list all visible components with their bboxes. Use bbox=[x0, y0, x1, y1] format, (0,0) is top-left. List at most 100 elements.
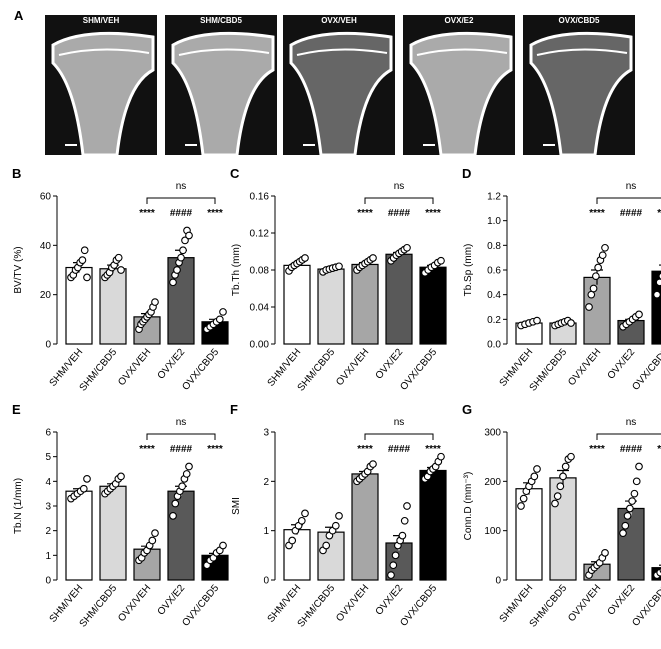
significance-label: #### bbox=[388, 208, 411, 219]
data-point bbox=[335, 512, 343, 520]
y-tick-label: 0.4 bbox=[487, 290, 501, 301]
data-point bbox=[653, 290, 661, 299]
data-point bbox=[619, 529, 627, 537]
y-tick-label: 1.2 bbox=[487, 192, 501, 203]
bracket-label: ns bbox=[394, 181, 405, 192]
data-point bbox=[171, 499, 180, 508]
y-tick-label: 0 bbox=[45, 576, 51, 587]
bar bbox=[419, 469, 447, 581]
x-tick-label: OVX/E2 bbox=[606, 583, 638, 618]
bar bbox=[283, 264, 311, 345]
data-point bbox=[601, 549, 609, 557]
y-tick-label: 0.12 bbox=[250, 229, 270, 240]
y-tick-label: 3 bbox=[45, 502, 51, 513]
y-tick-label: 200 bbox=[484, 477, 501, 488]
data-point bbox=[117, 266, 125, 274]
significance-label: **** bbox=[207, 444, 223, 455]
data-point bbox=[519, 494, 528, 503]
significance-label: **** bbox=[207, 208, 223, 219]
bar bbox=[167, 257, 195, 345]
data-point bbox=[561, 462, 570, 471]
panel-label: D bbox=[462, 166, 471, 181]
y-tick-label: 1 bbox=[263, 526, 269, 537]
data-point bbox=[83, 273, 91, 282]
data-point bbox=[403, 243, 411, 252]
data-point bbox=[632, 477, 641, 486]
data-point bbox=[151, 529, 159, 537]
y-axis-title: BV/TV (%) bbox=[13, 246, 24, 293]
y-tick-label: 0.04 bbox=[250, 303, 270, 314]
data-point bbox=[635, 462, 643, 471]
bar bbox=[351, 263, 379, 345]
significance-label: **** bbox=[589, 208, 605, 219]
data-point bbox=[80, 246, 89, 255]
data-point bbox=[369, 460, 377, 468]
data-point bbox=[517, 502, 525, 510]
x-tick-label: OVX/VEH bbox=[116, 347, 153, 388]
significance-bracket bbox=[596, 433, 661, 440]
data-point bbox=[322, 541, 331, 550]
data-point bbox=[621, 521, 630, 530]
data-point bbox=[335, 262, 343, 271]
growth-plate bbox=[296, 48, 388, 56]
data-point bbox=[117, 472, 125, 481]
data-point bbox=[594, 263, 602, 272]
growth-plate bbox=[536, 48, 628, 56]
y-tick-label: 1 bbox=[45, 551, 51, 562]
data-point bbox=[530, 472, 539, 481]
y-axis-title: Tb.Sp (mm) bbox=[463, 244, 474, 297]
y-tick-label: 20 bbox=[40, 290, 52, 301]
data-point bbox=[301, 254, 309, 262]
y-tick-label: 0 bbox=[263, 576, 269, 587]
significance-bracket bbox=[146, 433, 216, 440]
data-point bbox=[391, 551, 400, 560]
growth-plate bbox=[178, 48, 270, 56]
significance-label: #### bbox=[620, 444, 643, 455]
panel-label: B bbox=[12, 166, 21, 181]
x-tick-label: OVX/VEH bbox=[116, 583, 153, 624]
data-point bbox=[151, 298, 159, 306]
bone-shape bbox=[409, 31, 513, 157]
x-tick-label: SHM/VEH bbox=[266, 347, 304, 389]
bar bbox=[651, 270, 661, 345]
bar bbox=[99, 268, 127, 345]
bar bbox=[133, 548, 161, 581]
data-point bbox=[437, 452, 445, 461]
data-point bbox=[301, 509, 309, 518]
y-tick-label: 3 bbox=[263, 428, 269, 439]
data-point bbox=[551, 499, 559, 508]
data-point bbox=[78, 256, 87, 264]
y-tick-label: 5 bbox=[45, 452, 51, 463]
data-point bbox=[387, 571, 395, 579]
significance-label: #### bbox=[170, 208, 193, 219]
x-tick-label: OVX/VEH bbox=[566, 347, 603, 388]
bar bbox=[65, 490, 93, 581]
data-point bbox=[182, 470, 191, 478]
data-point bbox=[403, 502, 411, 510]
data-point bbox=[533, 316, 541, 325]
data-point bbox=[179, 246, 187, 255]
significance-label: **** bbox=[139, 444, 155, 455]
bracket-label: ns bbox=[394, 417, 405, 428]
x-tick-label: SHM/VEH bbox=[266, 583, 304, 625]
x-tick-label: OVX/E2 bbox=[156, 347, 188, 382]
y-tick-label: 0.6 bbox=[487, 266, 501, 277]
x-tick-label: SHM/VEH bbox=[498, 347, 536, 389]
panel-label: F bbox=[230, 402, 238, 417]
significance-bracket bbox=[596, 197, 661, 204]
data-point bbox=[185, 462, 193, 471]
y-axis-title: Conn.D (mm⁻³) bbox=[463, 472, 474, 541]
bone-shape bbox=[51, 31, 155, 157]
data-point bbox=[630, 489, 639, 498]
significance-label: **** bbox=[657, 444, 661, 455]
bracket-label: ns bbox=[626, 417, 637, 428]
significance-bracket bbox=[364, 197, 434, 204]
y-tick-label: 2 bbox=[45, 526, 51, 537]
image-label: OVX/CBD5 bbox=[559, 16, 600, 25]
data-point bbox=[181, 236, 189, 245]
x-tick-label: OVX/E2 bbox=[606, 347, 638, 382]
x-tick-label: OVX/VEH bbox=[334, 347, 371, 388]
data-point bbox=[215, 315, 224, 324]
data-point bbox=[297, 516, 306, 525]
y-tick-label: 100 bbox=[484, 526, 501, 537]
